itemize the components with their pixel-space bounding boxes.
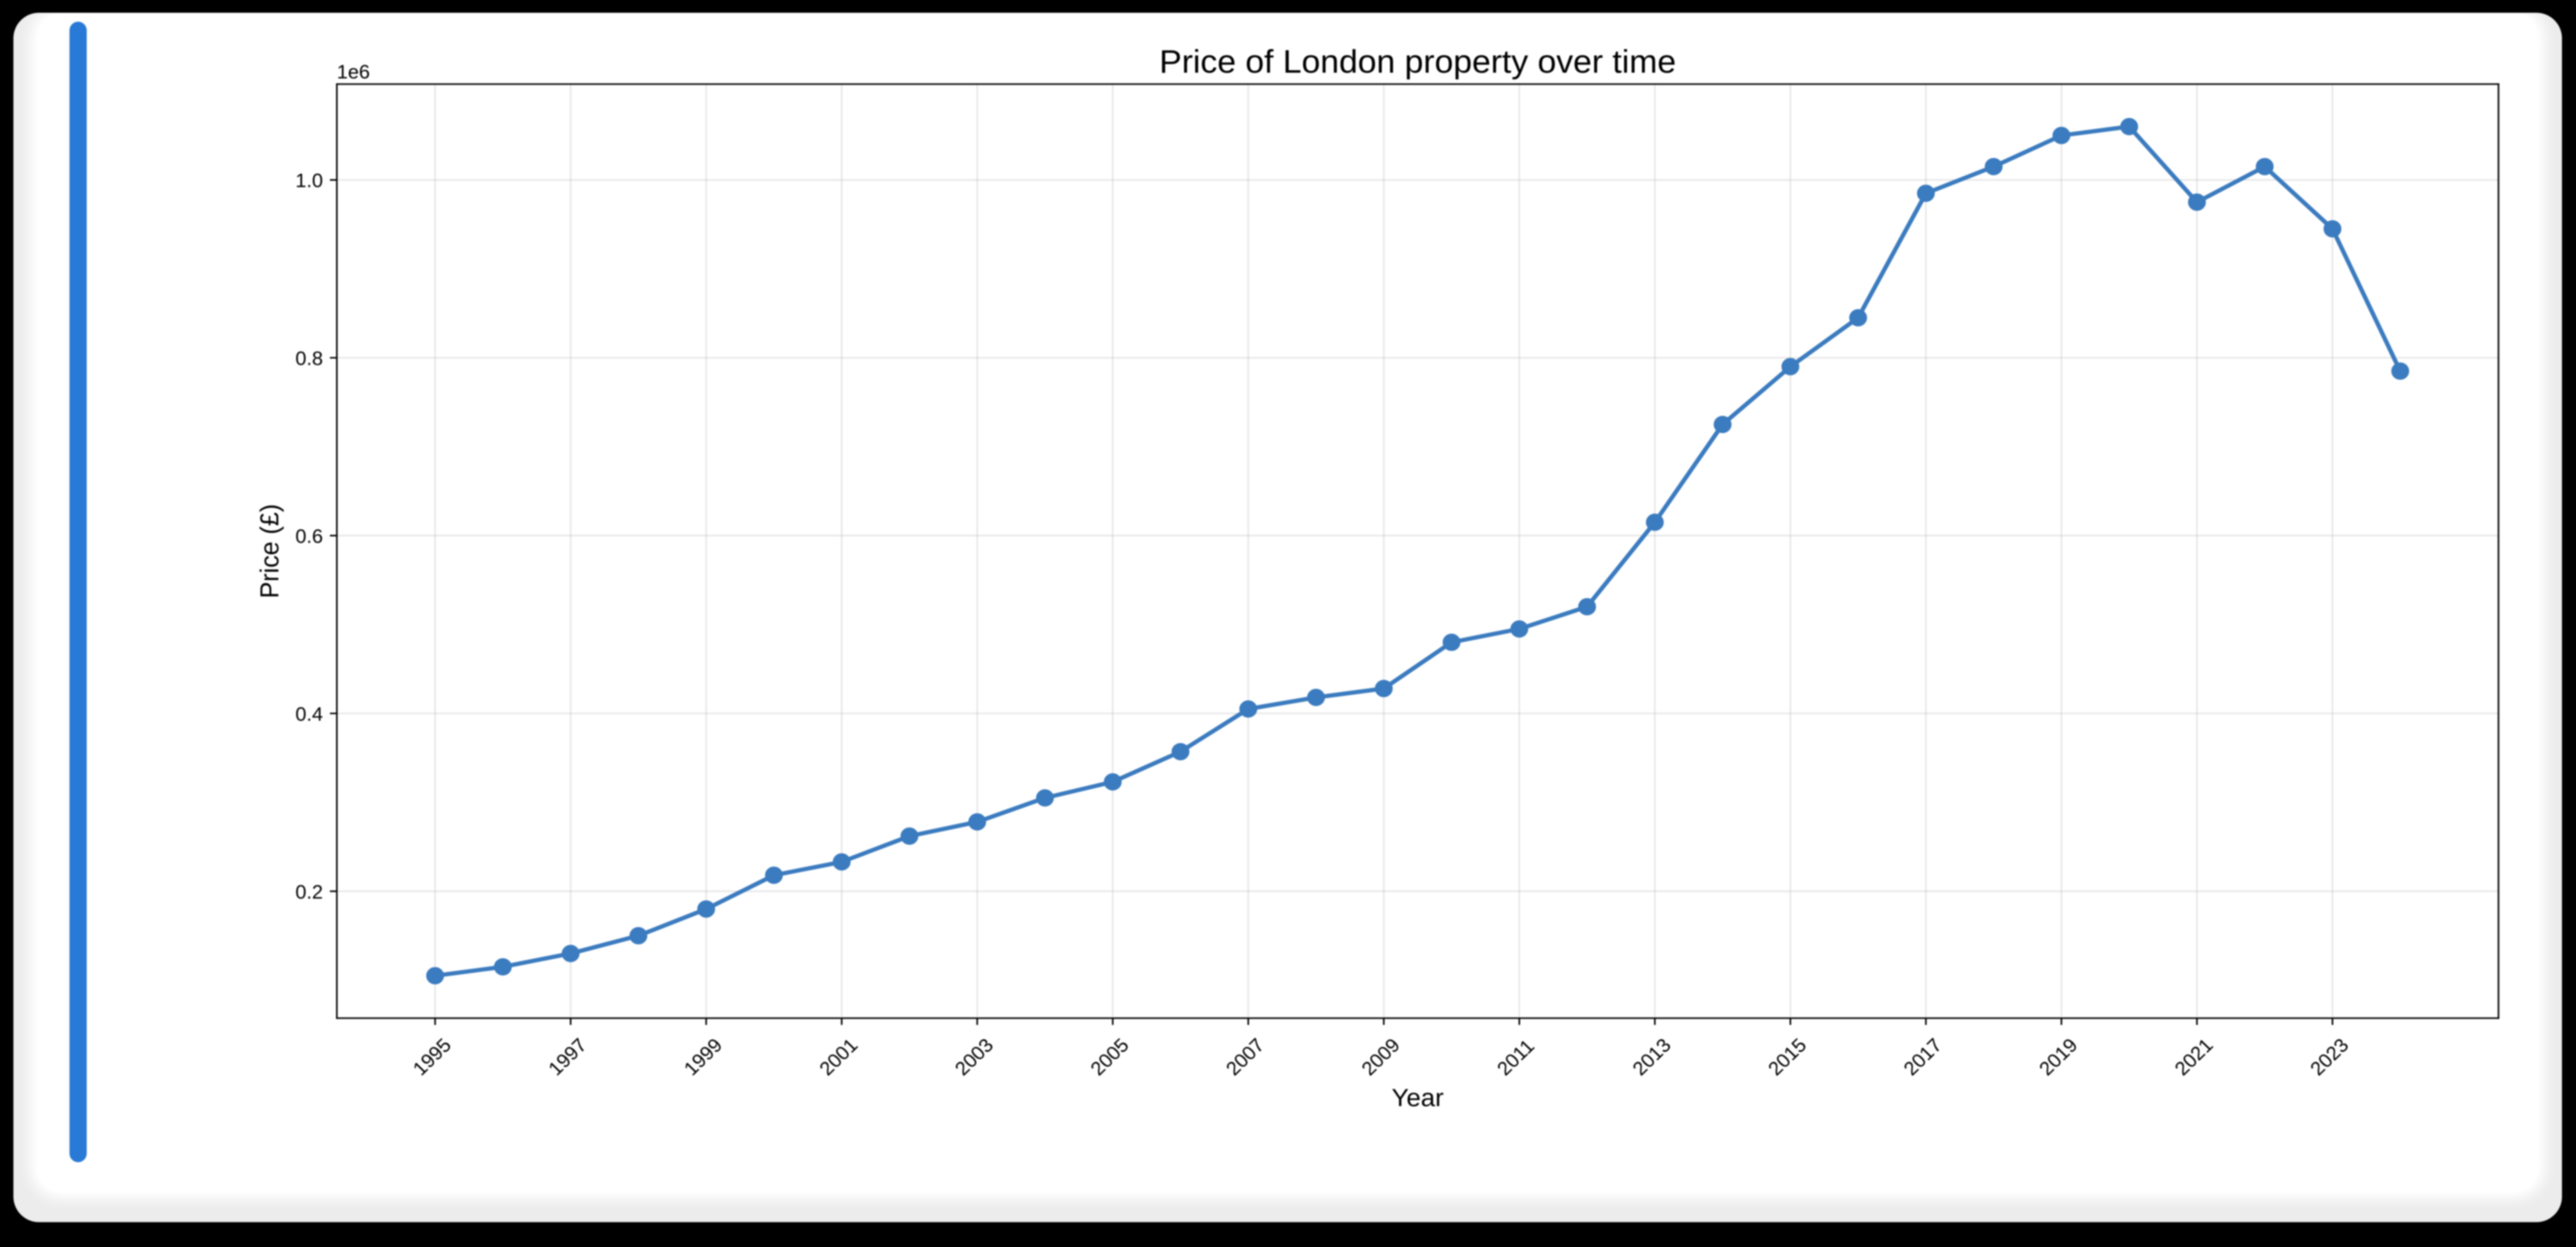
svg-text:0.6: 0.6 xyxy=(295,526,323,547)
svg-text:0.4: 0.4 xyxy=(295,704,323,725)
svg-text:0.8: 0.8 xyxy=(295,348,323,369)
svg-text:Price of London property over: Price of London property over time xyxy=(1159,44,1676,80)
svg-text:Price (£): Price (£) xyxy=(256,504,284,598)
svg-text:1e6: 1e6 xyxy=(337,61,370,82)
svg-text:0.2: 0.2 xyxy=(295,882,323,903)
svg-text:Year: Year xyxy=(1392,1084,1444,1112)
svg-text:1.0: 1.0 xyxy=(295,170,323,191)
